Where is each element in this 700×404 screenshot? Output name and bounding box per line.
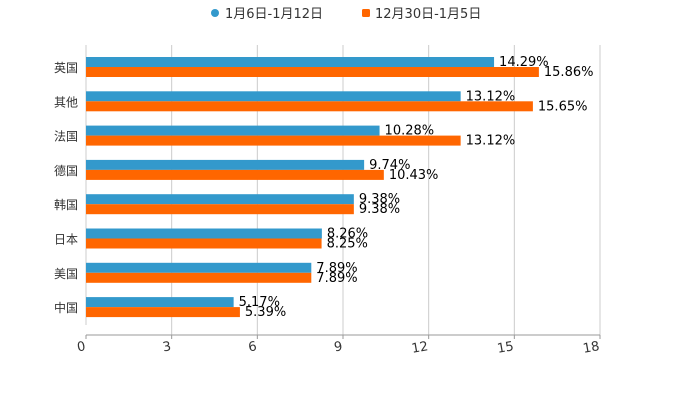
data-label-1: 15.65% (538, 99, 588, 114)
bar-1 (86, 135, 461, 146)
category-label: 其他 (54, 95, 78, 109)
bar-1 (86, 307, 240, 318)
x-tick-label: 6 (247, 339, 258, 355)
category-label: 韩国 (54, 197, 78, 212)
category-label: 日本 (54, 233, 78, 247)
data-label-1: 15.86% (544, 65, 594, 80)
data-label-1: 7.89% (316, 271, 357, 286)
bar-0 (86, 125, 380, 136)
data-label-0: 9.38% (359, 192, 400, 207)
legend-label-0: 1月6日-1月12日 (225, 7, 323, 22)
x-tick-label: 9 (333, 339, 344, 355)
bar-0 (86, 91, 461, 102)
x-tick-label: 3 (162, 339, 173, 355)
legend-label-1: 12月30日-1月5日 (375, 7, 481, 22)
data-label-0: 14.29% (499, 55, 549, 70)
data-label-1: 9.38% (359, 202, 400, 217)
bar-0 (86, 228, 322, 239)
category-label: 法国 (54, 130, 78, 144)
x-tick-label: 0 (76, 339, 87, 355)
legend-marker-0 (211, 9, 219, 17)
bar-1 (86, 169, 384, 180)
data-label-0: 8.26% (327, 227, 368, 242)
data-label-0: 5.17% (239, 295, 280, 310)
data-label-0: 9.74% (369, 158, 410, 173)
category-label: 中国 (54, 300, 78, 315)
category-label: 美国 (54, 267, 78, 281)
x-tick-label: 18 (582, 339, 601, 357)
data-label-1: 13.12% (466, 134, 516, 149)
data-label-1: 10.43% (389, 168, 439, 183)
category-label: 英国 (54, 61, 78, 75)
bar-1 (86, 238, 322, 249)
bar-1 (86, 67, 539, 77)
bar-1 (86, 101, 533, 112)
data-label-0: 7.89% (316, 261, 357, 276)
bar-0 (86, 159, 365, 170)
data-label-0: 10.28% (385, 124, 435, 139)
bar-0 (86, 57, 495, 67)
bar-0 (86, 194, 354, 205)
data-label-0: 13.12% (466, 89, 516, 104)
bar-1 (86, 272, 312, 283)
bar-0 (86, 262, 312, 273)
data-label-1: 5.39% (245, 305, 286, 320)
bar-1 (86, 204, 354, 215)
legend-marker-1 (362, 9, 370, 17)
x-tick-label: 12 (410, 339, 429, 357)
bar-0 (86, 297, 234, 308)
x-tick-label: 15 (496, 339, 515, 357)
data-label-1: 8.25% (327, 237, 368, 252)
category-label: 德国 (54, 163, 78, 178)
